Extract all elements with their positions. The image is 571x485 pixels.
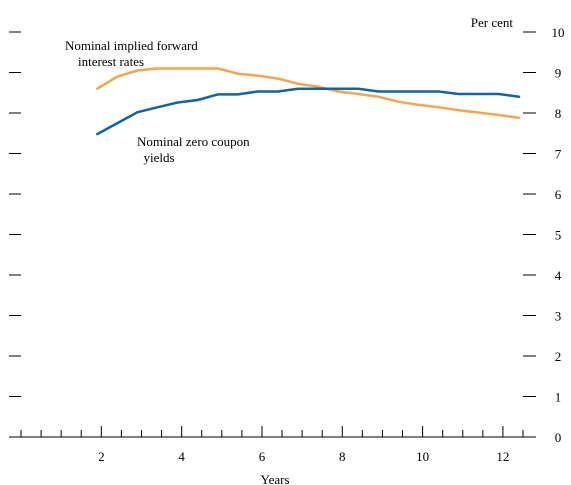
plot-area bbox=[96, 67, 521, 136]
y-tick-label: 1 bbox=[555, 390, 562, 405]
forward-rates-line bbox=[96, 67, 521, 120]
x-axis-label: Years bbox=[260, 472, 289, 485]
x-tick-label: 10 bbox=[416, 449, 429, 464]
annotation-forward-line-1: Nominal implied forward bbox=[65, 38, 198, 53]
x-tick-label: 12 bbox=[496, 449, 509, 464]
annotation-zero-coupon: Nominal zero coupon yields bbox=[137, 134, 253, 165]
right-axis-ticks: 0 1 2 3 4 5 6 7 8 9 10 bbox=[523, 25, 565, 445]
annotation-zero-line-1: Nominal zero coupon bbox=[137, 134, 250, 149]
y-tick-label: 0 bbox=[555, 430, 562, 445]
x-tick-label: 2 bbox=[98, 449, 105, 464]
y-tick-label: 8 bbox=[555, 106, 562, 121]
y-tick-label: 10 bbox=[552, 25, 565, 40]
y-tick-label: 4 bbox=[555, 268, 562, 283]
left-axis-ticks bbox=[9, 31, 21, 438]
x-tick-label: 4 bbox=[178, 449, 185, 464]
x-tick-label: 6 bbox=[259, 449, 266, 464]
annotation-zero-line-2: yields bbox=[143, 150, 174, 165]
x-axis: 2 4 6 8 10 12 bbox=[20, 426, 524, 464]
annotation-forward-rates: Nominal implied forward interest rates bbox=[65, 38, 201, 69]
y-tick-label: 5 bbox=[555, 228, 562, 243]
y-tick-label: 2 bbox=[555, 349, 562, 364]
y-tick-label: 6 bbox=[555, 187, 562, 202]
annotation-forward-line-2: interest rates bbox=[78, 54, 144, 69]
y-tick-label: 9 bbox=[555, 66, 562, 81]
x-tick-label: 8 bbox=[339, 449, 346, 464]
y-tick-label: 7 bbox=[555, 147, 562, 162]
y-axis-label: Per cent bbox=[471, 15, 514, 30]
zero-coupon-line bbox=[96, 87, 521, 136]
y-tick-label: 3 bbox=[555, 309, 562, 324]
